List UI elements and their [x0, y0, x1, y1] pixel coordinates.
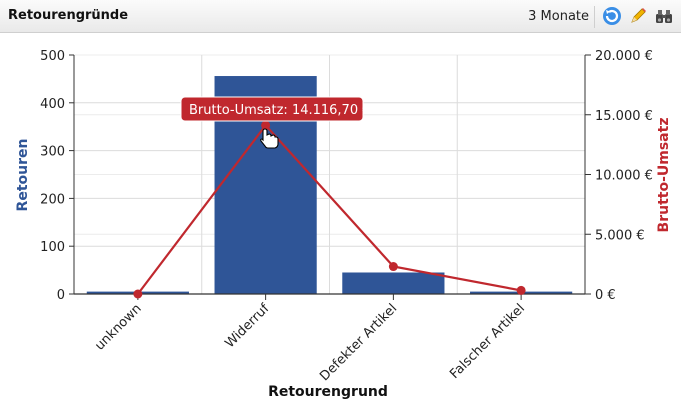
widget-title: Retourengründe [8, 8, 129, 23]
left-tick-label: 200 [40, 192, 65, 207]
hand-cursor-icon [260, 128, 279, 149]
left-tick-label: 0 [57, 288, 65, 303]
pencil-icon [631, 8, 646, 23]
tooltip-label: Brutto-Umsatz [189, 103, 284, 118]
left-tick-label: 400 [40, 97, 65, 112]
chart-area: 0 100 200 300 400 500 0 € 5.000 € 10.000 € 15.000… [15, 49, 672, 400]
y-axis-left-title: Retouren [15, 139, 31, 212]
x-tick-label: unknown [92, 301, 144, 353]
x-tick-label: Widerruf [222, 301, 272, 351]
bar-defekter-artikel[interactable] [342, 272, 445, 294]
refresh-button[interactable] [601, 5, 623, 27]
umsatz-point-widerruf[interactable] [261, 120, 271, 130]
right-tick-label: 10.000 € [595, 169, 653, 184]
umsatz-line [136, 123, 522, 295]
right-tick-label: 15.000 € [595, 109, 653, 124]
x-tick-label: Falscher Artikel [447, 301, 528, 382]
x-axis-title: Retourengrund [268, 384, 388, 400]
svg-text:Brutto-Umsatz: 14.116,70 €: Brutto-Umsatz: 14.116,70 € [189, 103, 371, 118]
binoculars-icon [656, 10, 672, 23]
tooltip-value: 14.116,70 € [292, 103, 371, 118]
umsatz-point-falscher-artikel[interactable] [516, 285, 526, 295]
right-tick-label: 5.000 € [595, 228, 645, 243]
right-tick-label: 0 € [595, 288, 616, 303]
edit-button[interactable] [627, 5, 649, 27]
toolbar-separator [594, 6, 595, 28]
umsatz-point-defekter-artikel[interactable] [388, 262, 398, 272]
left-tick-label: 100 [40, 240, 65, 255]
binoculars-button[interactable] [653, 5, 675, 27]
left-tick-label: 300 [40, 145, 65, 160]
right-tick-label: 20.000 € [595, 49, 653, 64]
left-tick-label: 500 [40, 49, 65, 64]
umsatz-point-unknown[interactable] [133, 289, 143, 299]
x-tick-label: Defekter Artikel [317, 301, 400, 384]
widget-header: Retourengründe 3 Monate [0, 0, 681, 33]
tooltip: Brutto-Umsatz: 14.116,70 € [180, 96, 371, 122]
refresh-icon [603, 7, 621, 25]
period-selector[interactable]: 3 Monate [528, 9, 589, 24]
y-axis-right-title: Brutto-Umsatz [656, 118, 672, 233]
